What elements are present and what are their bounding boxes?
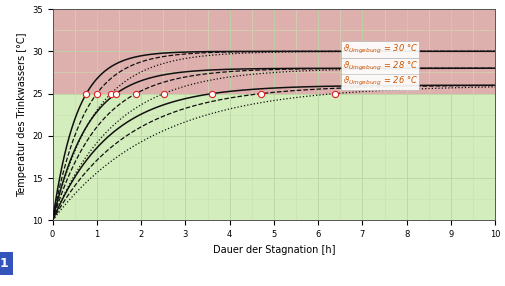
Y-axis label: Temperatur des Trinkwassers [°C]: Temperatur des Trinkwassers [°C] [17,33,27,197]
Text: $\vartheta_{Umgebung}$ = 26 °C: $\vartheta_{Umgebung}$ = 26 °C [342,75,417,88]
Text: 1: 1 [0,257,8,270]
Bar [53,94,494,221]
Text: $\vartheta_{Umgebung}$ = 28 °C: $\vartheta_{Umgebung}$ = 28 °C [342,60,417,73]
X-axis label: Dauer der Stagnation [h]: Dauer der Stagnation [h] [212,245,334,255]
Text: $\vartheta_{Umgebung}$ = 30 °C: $\vartheta_{Umgebung}$ = 30 °C [342,43,417,56]
Bar [53,9,494,94]
